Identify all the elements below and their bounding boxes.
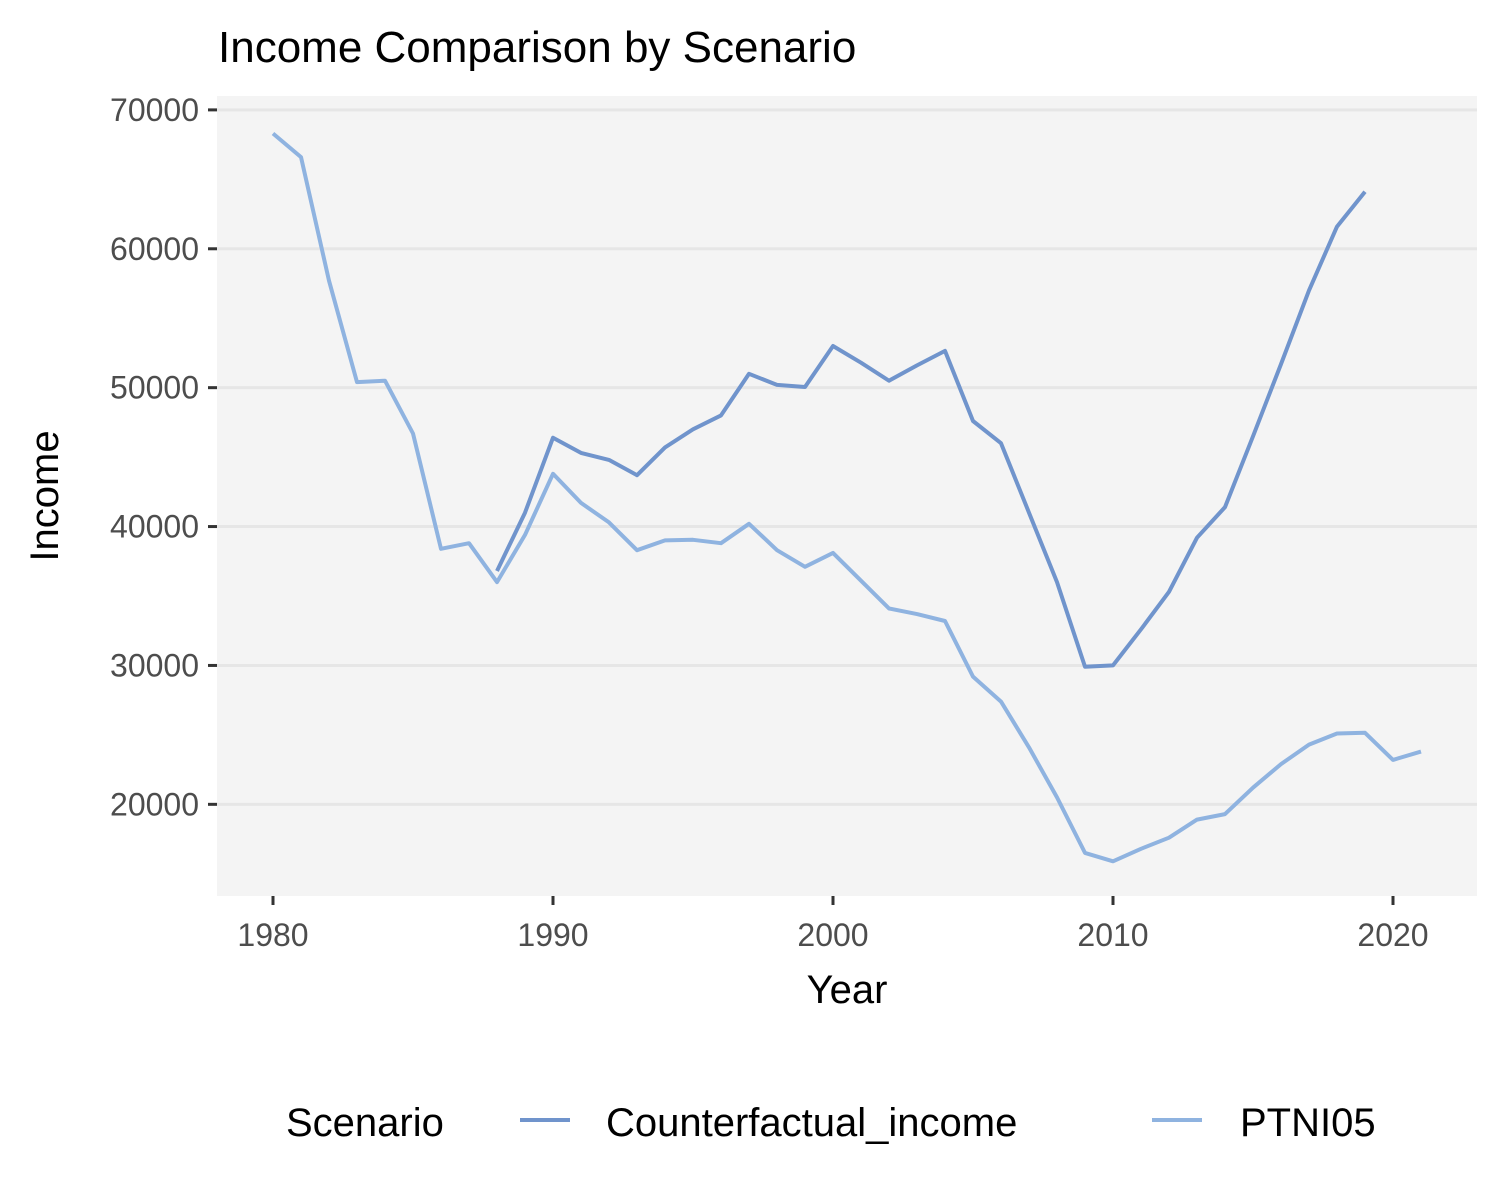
x-tick-label: 1980 [237, 917, 308, 953]
x-tick-label: 1990 [517, 917, 588, 953]
chart-title: Income Comparison by Scenario [218, 23, 856, 72]
y-tick-label: 30000 [110, 647, 199, 683]
y-tick-label: 50000 [110, 370, 199, 406]
y-tick-label: 60000 [110, 231, 199, 267]
y-tick-label: 40000 [110, 509, 199, 545]
x-tick-label: 2010 [1077, 917, 1148, 953]
y-tick-label: 20000 [110, 786, 199, 822]
x-tick-label: 2000 [797, 917, 868, 953]
gridlines [217, 108, 1477, 806]
legend: Scenario Counterfactual_income PTNI05 [286, 1101, 1376, 1145]
series-layer [271, 131, 1422, 864]
series-line-ptni05 [271, 131, 1422, 864]
y-axis-title: Income [23, 430, 67, 561]
plot-panel [217, 96, 1477, 896]
y-tick-label: 70000 [110, 92, 199, 128]
legend-label: PTNI05 [1240, 1101, 1376, 1145]
x-tick-label: 2020 [1357, 917, 1428, 953]
series-line-counterfactual-income [495, 190, 1367, 669]
legend-label: Counterfactual_income [606, 1101, 1017, 1145]
legend-title: Scenario [286, 1101, 444, 1145]
x-axis: 1980 1990 2000 2010 2020 [237, 896, 1429, 953]
x-axis-title: Year [807, 968, 888, 1012]
y-axis: 20000 30000 40000 50000 60000 70000 [110, 92, 217, 822]
